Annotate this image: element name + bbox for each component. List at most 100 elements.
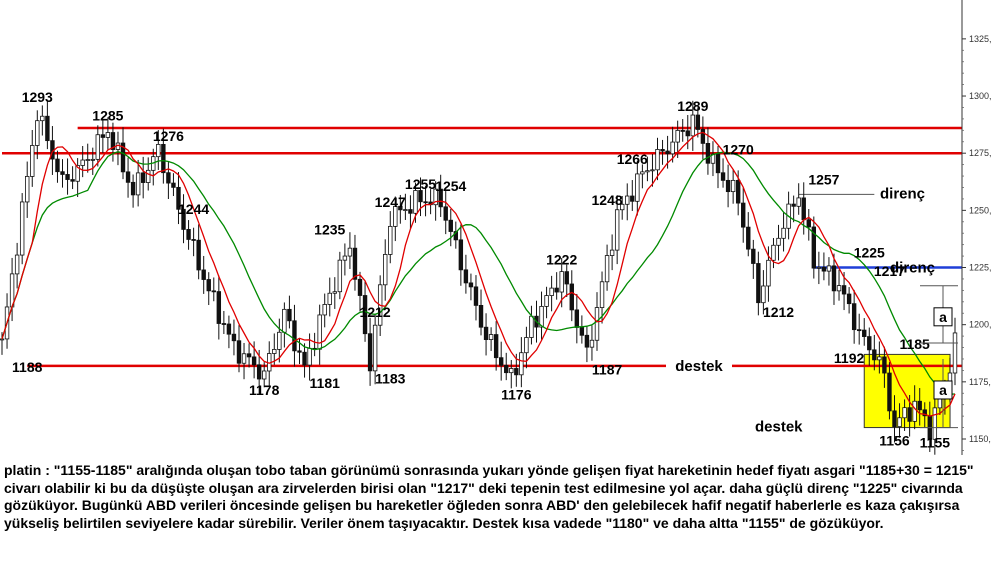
candle-body (488, 334, 494, 340)
candle (872, 334, 877, 371)
candle-body (892, 410, 897, 428)
destek-line-label: destek (675, 358, 723, 375)
price-label-1257: 1257 (808, 171, 839, 187)
candle (821, 252, 827, 281)
candle-body (90, 158, 95, 161)
candle (327, 277, 332, 317)
candle-body (357, 278, 363, 296)
candle-body (262, 370, 267, 380)
candle (720, 158, 726, 188)
candle-body (821, 266, 827, 272)
candle (776, 224, 781, 261)
measure-a-upper-box (933, 307, 953, 327)
candle (322, 293, 327, 328)
candle-body (140, 172, 146, 183)
price-label-1225: 1225 (854, 245, 885, 261)
candle-body (524, 337, 529, 354)
candle-body (80, 159, 85, 166)
candle-body (544, 295, 549, 307)
candle (569, 270, 574, 322)
candle (347, 232, 353, 269)
price-label-1178: 1178 (249, 382, 280, 398)
ma-fast-line (1, 131, 956, 417)
candle-body (367, 333, 373, 372)
candle-body (836, 285, 842, 292)
candle (539, 291, 544, 340)
candle (655, 137, 660, 181)
candle (367, 317, 373, 386)
candle-body (135, 172, 141, 196)
candle-body (453, 231, 459, 241)
candle (206, 272, 211, 306)
candle (241, 342, 247, 380)
candle (256, 349, 262, 394)
candle (932, 392, 938, 455)
candle (846, 287, 852, 314)
candle-body (251, 356, 257, 366)
candle-body (635, 173, 640, 202)
candle-body (902, 407, 907, 419)
candle (90, 147, 95, 175)
candle-body (176, 186, 181, 210)
candle (599, 271, 605, 324)
candle-body (841, 285, 847, 295)
candle (685, 115, 690, 150)
price-label-1183: 1183 (375, 371, 406, 387)
candle-body (620, 203, 625, 211)
candle-body (125, 171, 131, 183)
candle-body (171, 182, 176, 188)
candle (625, 183, 630, 221)
candle (236, 325, 242, 373)
candle (725, 164, 731, 208)
candle (342, 243, 348, 276)
candle-body (746, 226, 751, 250)
candle-body (695, 114, 701, 130)
candle (161, 128, 166, 184)
candle (130, 174, 136, 208)
candle-body (231, 333, 237, 342)
candle-body (287, 308, 292, 322)
price-label-1181: 1181 (310, 375, 341, 391)
candle-body (241, 353, 247, 364)
measure-a-lower: a (939, 382, 947, 398)
candle-body (317, 314, 322, 350)
candle-body (509, 368, 514, 374)
candle-body (589, 339, 595, 348)
price-label-1255: 1255 (405, 176, 436, 192)
candle-body (806, 219, 811, 228)
candle (388, 211, 393, 264)
candle (771, 238, 776, 269)
candle-body (609, 249, 615, 256)
candle (277, 318, 282, 363)
candle-body (342, 255, 348, 261)
candle (796, 183, 801, 215)
candle-body (655, 149, 660, 171)
candle (584, 326, 590, 363)
candle-body (95, 134, 101, 160)
y-tick-label: 1325, (969, 34, 992, 44)
candle (211, 277, 216, 302)
candle (418, 177, 423, 217)
candle-body (423, 201, 428, 204)
candle (554, 272, 559, 300)
candle-body (781, 227, 786, 239)
candle-body (604, 255, 610, 283)
price-label-1244: 1244 (178, 201, 209, 217)
price-label-1212: 1212 (360, 304, 391, 320)
candle (791, 195, 796, 223)
candle (741, 187, 746, 243)
candle (166, 161, 171, 200)
y-tick-label: 1225, (969, 263, 992, 273)
candle (751, 239, 756, 279)
candle (862, 318, 867, 346)
price-chart: 1293 1285 1276 1244 1235 1247 1255 1254 1222 1248… (0, 0, 992, 455)
candle (171, 173, 176, 197)
candle-body (937, 398, 943, 409)
candle (226, 315, 232, 349)
candle (589, 325, 595, 361)
candle (352, 234, 358, 291)
candle-body (630, 195, 635, 202)
candle (867, 327, 872, 366)
candle (443, 191, 448, 235)
destek-line-label-bg (666, 354, 732, 373)
